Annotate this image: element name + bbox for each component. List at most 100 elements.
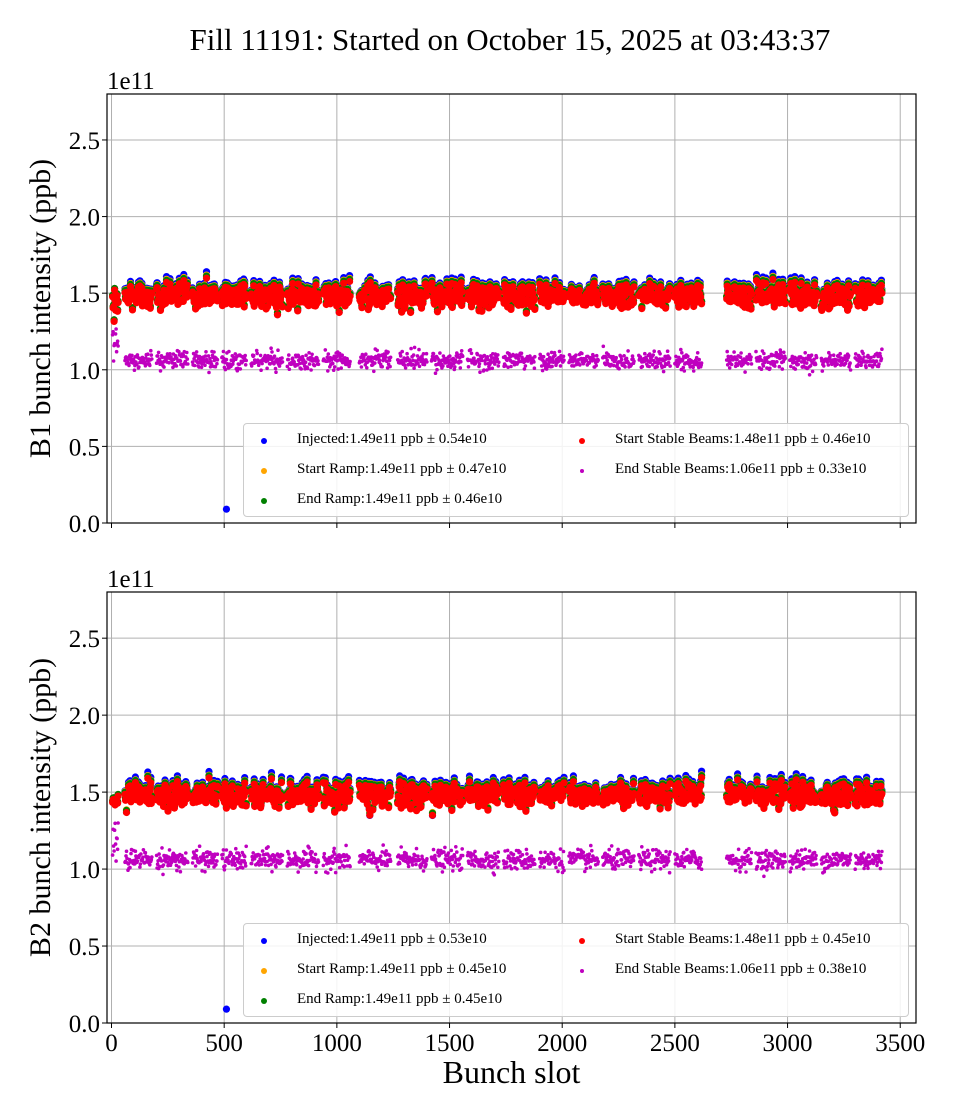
data-point <box>304 353 308 358</box>
data-point <box>208 356 212 361</box>
data-point <box>260 361 264 366</box>
data-point <box>647 364 651 369</box>
data-point <box>762 351 766 356</box>
data-point <box>557 349 562 354</box>
data-point <box>168 352 172 356</box>
data-point <box>550 364 554 369</box>
data-point <box>177 349 181 354</box>
data-point <box>373 361 377 365</box>
data-point <box>243 353 247 358</box>
data-point <box>417 364 422 369</box>
data-point <box>146 352 150 357</box>
data-point <box>132 368 137 373</box>
data-point <box>497 360 501 365</box>
data-point <box>460 354 465 359</box>
data-point <box>403 366 408 370</box>
data-point <box>810 369 815 374</box>
data-point <box>438 351 442 355</box>
data-point <box>640 364 645 369</box>
data-point <box>290 356 295 361</box>
data-point <box>743 370 747 374</box>
data-point <box>208 365 213 369</box>
data-point <box>175 356 179 361</box>
data-point <box>167 360 171 365</box>
data-point <box>215 361 219 366</box>
data-point <box>828 353 833 358</box>
data-point <box>546 352 550 357</box>
data-point <box>254 348 259 353</box>
data-point <box>415 354 420 358</box>
data-point <box>490 366 495 371</box>
data-point <box>156 350 161 355</box>
data-point <box>658 352 662 356</box>
data-points <box>109 268 886 513</box>
data-point <box>331 368 336 373</box>
data-point <box>738 355 743 360</box>
data-point <box>761 364 766 368</box>
data-point <box>879 356 884 361</box>
data-point <box>807 373 812 377</box>
data-point <box>258 353 263 358</box>
data-point <box>822 364 826 368</box>
data-point <box>666 360 671 365</box>
data-point <box>754 349 758 354</box>
data-point <box>667 356 672 360</box>
data-point <box>316 362 321 367</box>
data-point <box>409 346 413 351</box>
data-point <box>269 346 273 351</box>
data-point <box>496 353 500 357</box>
data-point <box>280 360 285 364</box>
data-point <box>835 362 839 367</box>
data-point <box>826 363 831 367</box>
data-point <box>695 351 700 355</box>
data-point <box>848 361 852 365</box>
data-point <box>749 355 753 359</box>
data-point <box>303 360 308 365</box>
data-point <box>441 364 445 368</box>
data-point <box>533 354 537 359</box>
data-point <box>365 366 369 370</box>
data-point <box>157 357 162 361</box>
data-point <box>446 364 450 369</box>
data-point <box>864 365 868 370</box>
data-point <box>213 364 218 369</box>
data-point <box>251 353 256 358</box>
data-point <box>125 357 130 362</box>
data-point <box>110 333 115 337</box>
data-point <box>425 360 429 364</box>
data-point <box>185 357 190 361</box>
data-point <box>622 354 626 358</box>
data-point <box>459 349 464 353</box>
data-point <box>416 361 420 366</box>
data-point <box>178 359 183 363</box>
data-point <box>377 358 382 362</box>
data-point <box>331 361 335 366</box>
data-point <box>259 368 263 373</box>
data-point <box>224 357 229 362</box>
data-point <box>141 356 145 360</box>
data-point <box>652 349 656 354</box>
data-point <box>831 353 836 358</box>
data-point <box>398 354 403 358</box>
data-point <box>256 363 261 368</box>
data-point <box>384 359 389 364</box>
series-end-stable-beams <box>110 327 884 377</box>
data-point <box>431 351 436 356</box>
data-point <box>307 362 312 366</box>
data-point <box>759 367 764 372</box>
data-point <box>422 362 427 367</box>
data-point <box>359 365 364 369</box>
data-point <box>574 353 578 358</box>
data-point <box>749 362 754 366</box>
data-point <box>594 353 599 358</box>
data-point <box>238 367 243 371</box>
data-point <box>862 355 866 359</box>
data-point <box>263 353 267 358</box>
data-point <box>405 351 409 356</box>
data-point <box>780 367 785 371</box>
data-point <box>686 354 690 359</box>
data-point <box>495 357 500 361</box>
data-point <box>190 360 195 364</box>
data-point <box>480 358 484 363</box>
data-point <box>400 349 405 354</box>
